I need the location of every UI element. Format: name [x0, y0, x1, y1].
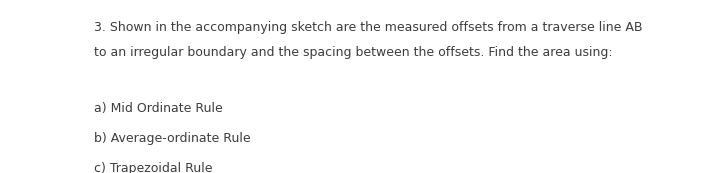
Text: to an irregular boundary and the spacing between the offsets. Find the area usin: to an irregular boundary and the spacing… [94, 46, 612, 59]
Text: b) Average-ordinate Rule: b) Average-ordinate Rule [94, 132, 251, 145]
Text: 3. Shown in the accompanying sketch are the measured offsets from a traverse lin: 3. Shown in the accompanying sketch are … [94, 21, 642, 34]
Text: a) Mid Ordinate Rule: a) Mid Ordinate Rule [94, 102, 222, 115]
Text: c) Trapezoidal Rule: c) Trapezoidal Rule [94, 162, 212, 173]
